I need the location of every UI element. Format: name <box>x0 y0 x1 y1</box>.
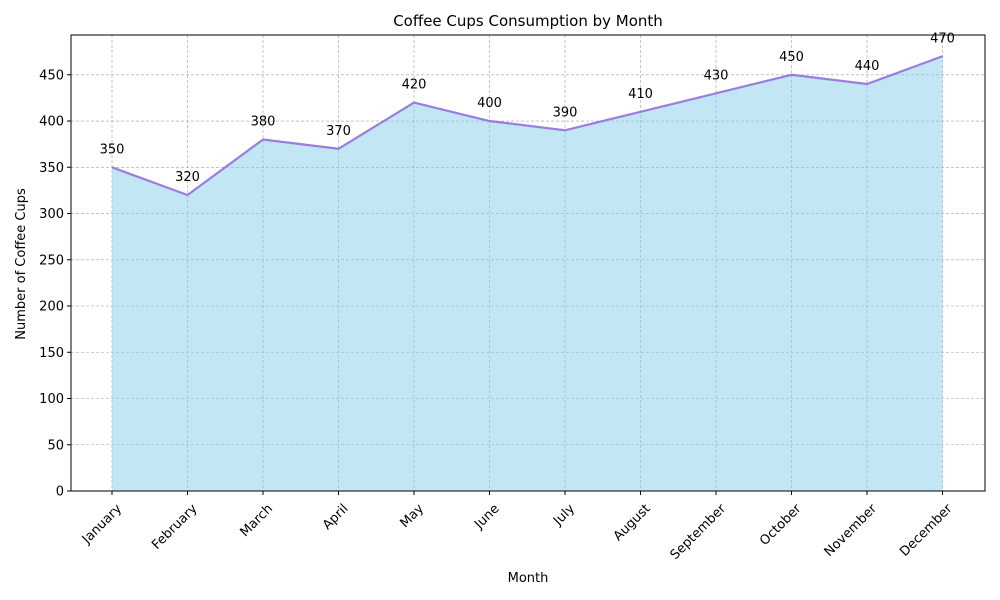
area-fill <box>112 56 943 491</box>
data-label: 390 <box>553 105 578 120</box>
y-axis-label: Number of Coffee Cups <box>14 188 29 340</box>
x-tick-label: April <box>320 501 352 533</box>
y-tick-label: 0 <box>56 485 64 500</box>
y-tick-label: 50 <box>47 438 64 453</box>
x-tick-label: July <box>550 501 578 529</box>
data-label: 450 <box>779 50 804 65</box>
data-label: 470 <box>930 31 955 46</box>
x-tick-label: September <box>668 501 730 563</box>
data-label: 440 <box>855 59 880 74</box>
y-tick-label: 150 <box>39 346 64 361</box>
area-series <box>111 55 943 491</box>
y-tick-label: 250 <box>39 253 64 268</box>
y-tick-label: 300 <box>39 207 64 222</box>
data-label: 380 <box>251 115 276 130</box>
x-tick-label: December <box>897 501 956 560</box>
data-label: 400 <box>477 96 502 111</box>
x-tick-label: March <box>237 501 276 540</box>
x-tick-label: June <box>471 501 502 532</box>
x-axis-label: Month <box>508 571 549 586</box>
y-tick-label: 450 <box>39 68 64 83</box>
x-tick-label: February <box>149 501 201 553</box>
axes <box>70 34 986 492</box>
x-axis-ticks: January February March April May June July Augu… <box>79 491 956 563</box>
data-label: 370 <box>326 124 351 139</box>
plot-frame <box>70 34 986 492</box>
y-tick-label: 400 <box>39 115 64 130</box>
y-tick-label: 350 <box>39 161 64 176</box>
series-line <box>111 55 943 197</box>
data-labels: 350 320 380 370 420 400 390 410 430 450 440 470 <box>100 31 955 185</box>
y-tick-label: 200 <box>39 300 64 315</box>
x-tick-label: November <box>822 501 881 560</box>
data-label: 430 <box>704 68 729 83</box>
data-label: 320 <box>175 170 200 185</box>
x-tick-label: August <box>611 501 654 544</box>
y-tick-label: 100 <box>39 392 64 407</box>
y-axis-ticks: 0 50 100 150 200 250 300 350 400 450 <box>39 68 71 500</box>
data-label: 410 <box>628 87 653 102</box>
x-tick-label: January <box>79 501 125 547</box>
x-tick-label: October <box>757 501 805 549</box>
data-label: 420 <box>402 78 427 93</box>
x-tick-label: May <box>397 501 427 531</box>
chart-title: Coffee Cups Consumption by Month <box>393 12 663 30</box>
data-label: 350 <box>100 142 125 157</box>
